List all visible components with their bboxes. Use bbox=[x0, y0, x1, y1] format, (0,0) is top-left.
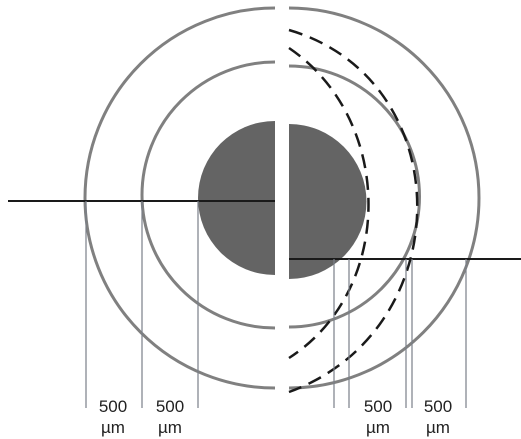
right-dashed-outer-curve bbox=[288, 28, 419, 394]
left-half bbox=[8, 6, 276, 390]
label-right-inner: 500 µm bbox=[356, 396, 400, 438]
right-outer-ring bbox=[288, 6, 481, 390]
label-right-outer: 500 µm bbox=[416, 396, 460, 438]
label-left-outer-value: 500 bbox=[98, 397, 128, 416]
label-left-inner: 500 µm bbox=[148, 396, 192, 438]
right-half bbox=[288, 6, 521, 394]
left-outer-ring bbox=[83, 6, 276, 390]
label-left-inner-value: 500 bbox=[155, 397, 185, 416]
right-core bbox=[289, 124, 367, 279]
label-right-inner-unit: µm bbox=[366, 418, 390, 437]
label-right-outer-unit: µm bbox=[426, 418, 450, 437]
left-core bbox=[198, 121, 275, 275]
label-left-outer: 500 µm bbox=[91, 396, 135, 438]
label-left-inner-unit: µm bbox=[158, 418, 182, 437]
guide-lines bbox=[85, 201, 467, 408]
label-right-outer-value: 500 bbox=[423, 397, 453, 416]
right-dashed-inner-curve bbox=[288, 46, 370, 360]
left-inner-ring bbox=[140, 60, 276, 330]
label-right-inner-value: 500 bbox=[363, 397, 393, 416]
label-left-outer-unit: µm bbox=[101, 418, 125, 437]
